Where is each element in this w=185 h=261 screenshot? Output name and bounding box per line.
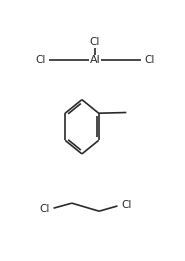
Text: Cl: Cl [39,204,50,214]
Text: Al: Al [89,55,100,66]
Text: Cl: Cl [121,200,132,210]
Text: Cl: Cl [90,37,100,48]
Text: Cl: Cl [144,55,154,66]
Text: Cl: Cl [35,55,46,66]
